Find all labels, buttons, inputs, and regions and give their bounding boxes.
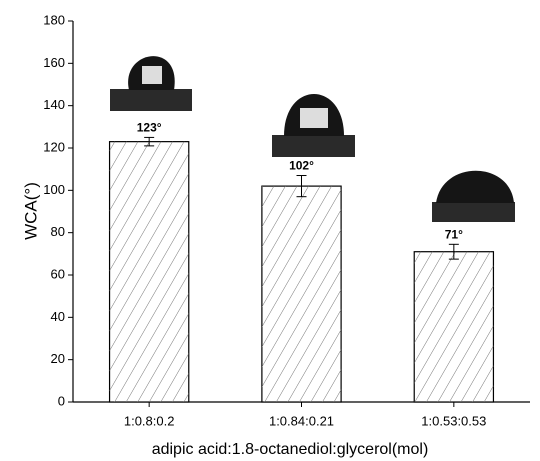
y-tick-label: 180 [43,12,65,27]
x-tick-label: 1:0.84:0.21 [269,413,334,428]
x-axis-label: adipic acid:1.8-octanediol:glycerol(mol) [152,441,429,458]
y-tick-label: 140 [43,97,65,112]
y-tick-label: 80 [51,224,65,239]
y-tick-label: 160 [43,55,65,70]
y-axis-label: WCA(°) [21,182,40,240]
x-tick-label: 1:0.53:0.53 [421,413,486,428]
chart: adipic acid:1.8-octanediol:glycerol(mol)… [0,0,540,461]
value-label: 123° [137,121,162,135]
y-tick-label: 100 [43,182,65,197]
y-tick-label: 60 [51,266,65,281]
page: adipic acid:1.8-octanediol:glycerol(mol)… [0,0,540,461]
y-tick-label: 120 [43,139,65,154]
y-tick-label: 20 [51,351,65,366]
y-tick-label: 40 [51,309,65,324]
value-label: 102° [289,159,314,173]
bar-hatch [110,142,189,402]
bar-hatch [262,186,341,402]
value-label: 71° [445,227,463,241]
x-tick-label: 1:0.8:0.2 [124,413,175,428]
bar-hatch [414,252,493,402]
y-tick-label: 0 [58,393,65,408]
